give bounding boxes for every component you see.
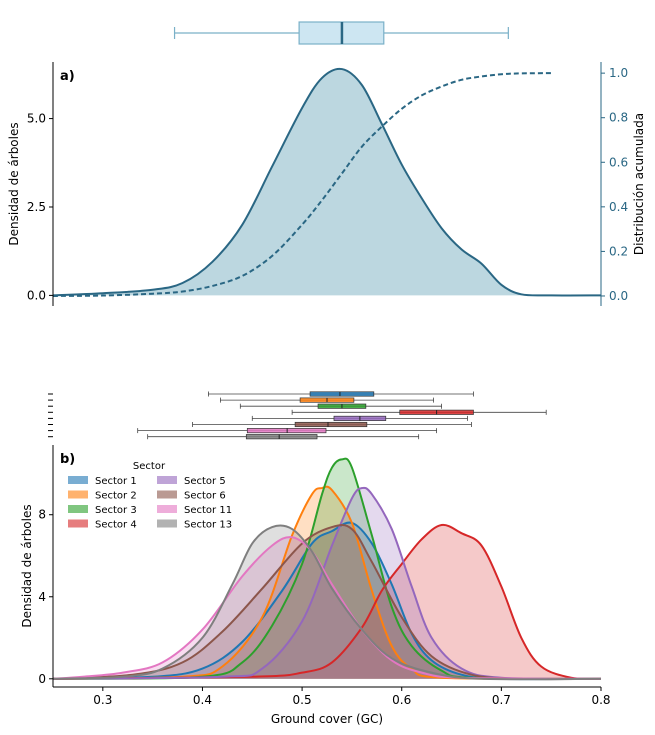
x-axis-label: Ground cover (GC) (271, 712, 383, 726)
boxplot-box (309, 391, 375, 397)
y-tick-right-label: 0.0 (609, 289, 628, 303)
y-tick-right-label: 0.4 (609, 200, 628, 214)
density-area (53, 487, 601, 679)
density-line (52, 523, 602, 680)
density-line (52, 536, 602, 680)
legend-swatch (68, 505, 88, 513)
y-tick-right-label: 0.8 (609, 111, 628, 125)
density-area (53, 525, 601, 680)
legend-swatch (157, 476, 177, 484)
x-tick-label: 0.5 (293, 693, 312, 707)
legend-entry: Sector 4 (95, 520, 137, 531)
panel-label: b) (60, 452, 75, 467)
density-line (52, 485, 602, 680)
density-area (53, 458, 601, 679)
legend-entry: Sector 3 (95, 505, 137, 516)
legend-entry: Sector 5 (184, 476, 226, 487)
density-line (52, 486, 602, 680)
y-tick-right-label: 0.2 (609, 244, 628, 258)
cdf-line (52, 72, 552, 297)
y-axis-label: Densidad de árboles (20, 504, 34, 627)
legend-title: Sector (133, 461, 166, 472)
legend-entry: Sector 11 (184, 505, 232, 516)
density-line (52, 523, 602, 681)
density-area (53, 522, 601, 680)
density-area (53, 524, 601, 679)
x-tick-label: 0.6 (392, 693, 411, 707)
density-area (53, 524, 601, 680)
legend-swatch (68, 490, 88, 499)
legend-swatch (68, 476, 88, 484)
density-line (52, 67, 602, 297)
legend-swatch (157, 490, 177, 499)
density-area (53, 486, 601, 679)
y-axis-label: Densidad de árboles (7, 122, 21, 245)
x-tick-label: 0.4 (193, 693, 212, 707)
density-area (53, 68, 601, 296)
panel-a: 0.0 2.5 5.0 0.0 0.2 0.4 0.6 0.8 1.0 a) Densidad de… (7, 21, 646, 306)
legend-entry: Sector 13 (184, 520, 232, 531)
density-line (52, 457, 602, 680)
panel-label: a) (60, 69, 75, 84)
x-tick-label: 0.3 (93, 693, 112, 707)
y-tick-label: 4 (38, 590, 46, 604)
panel-b: 0 4 8 0.3 0.4 0.5 0.6 0.7 0.8 Ground cover (GC) De… (20, 391, 611, 726)
boxplot-box (245, 434, 318, 440)
legend-swatch (157, 505, 177, 513)
x-tick-label: 0.8 (591, 693, 610, 707)
density-line (52, 524, 602, 681)
y-tick-right-label: 1.0 (609, 66, 628, 80)
boxplot-box (294, 421, 368, 428)
legend-swatch (68, 519, 88, 528)
legend-entry: Sector 1 (95, 476, 137, 487)
y-tick-label: 2.5 (27, 200, 46, 214)
legend-swatch (157, 519, 177, 528)
y-tick-label: 0.0 (27, 288, 46, 302)
y-tick-label: 8 (38, 508, 46, 522)
y-axis-right-label: Distribución acumulada (632, 113, 646, 255)
y-tick-label: 0 (38, 672, 46, 686)
legend-entry: Sector 6 (184, 491, 226, 502)
x-tick-label: 0.7 (492, 693, 511, 707)
legend-entry: Sector 2 (95, 491, 137, 502)
y-tick-label: 5.0 (27, 112, 46, 126)
y-tick-right-label: 0.6 (609, 155, 628, 169)
